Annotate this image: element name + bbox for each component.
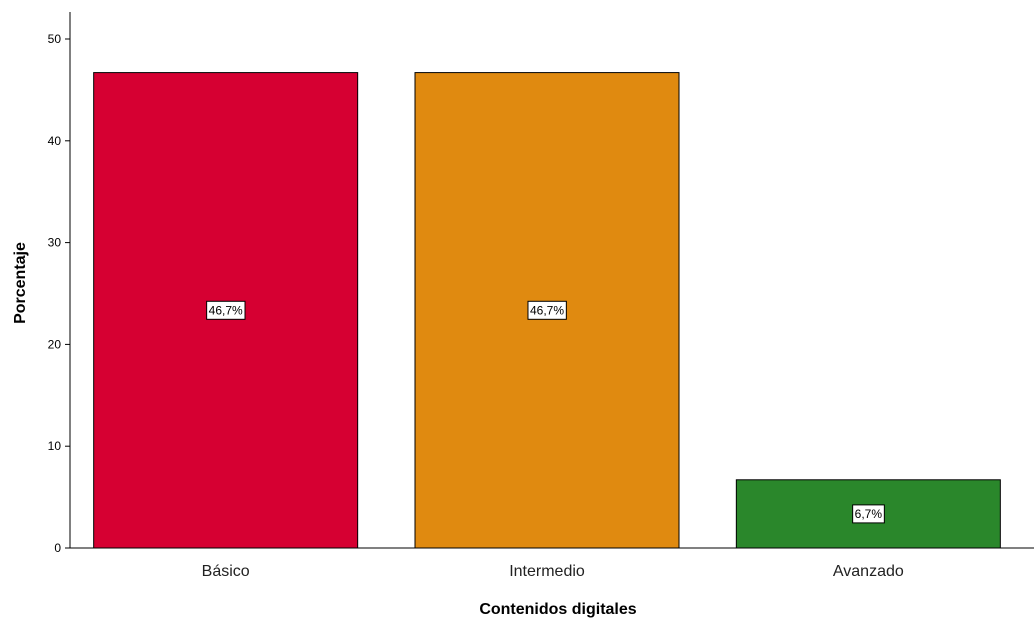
y-tick-label-0: 0: [54, 541, 61, 555]
x-tick-label-2: Avanzado: [833, 563, 904, 580]
x-tick-label-1: Intermedio: [509, 563, 585, 580]
y-tick-label-4: 40: [48, 134, 62, 148]
axes-layer: Básico Intermedio Avanzado 0 10 20 30 40 50: [48, 12, 1034, 580]
data-label-2: 6,7%: [855, 507, 883, 521]
y-tick-label-2: 20: [48, 337, 62, 351]
data-label-0: 46,7%: [209, 303, 243, 317]
y-tick-label-5: 50: [48, 32, 62, 46]
data-label-box-1: [527, 300, 567, 320]
x-tick-label-0: Básico: [202, 563, 250, 580]
data-label-box-0: [206, 300, 246, 320]
data-label-1: 46,7%: [530, 303, 564, 317]
data-labels-layer: 46,7% 46,7% 6,7%: [206, 300, 885, 524]
y-tick-label-1: 10: [48, 439, 62, 453]
y-axis-title: Porcentaje: [12, 242, 29, 324]
y-tick-label-3: 30: [48, 236, 62, 250]
x-axis-title: Contenidos digitales: [479, 601, 636, 618]
data-label-box-2: [852, 504, 885, 524]
